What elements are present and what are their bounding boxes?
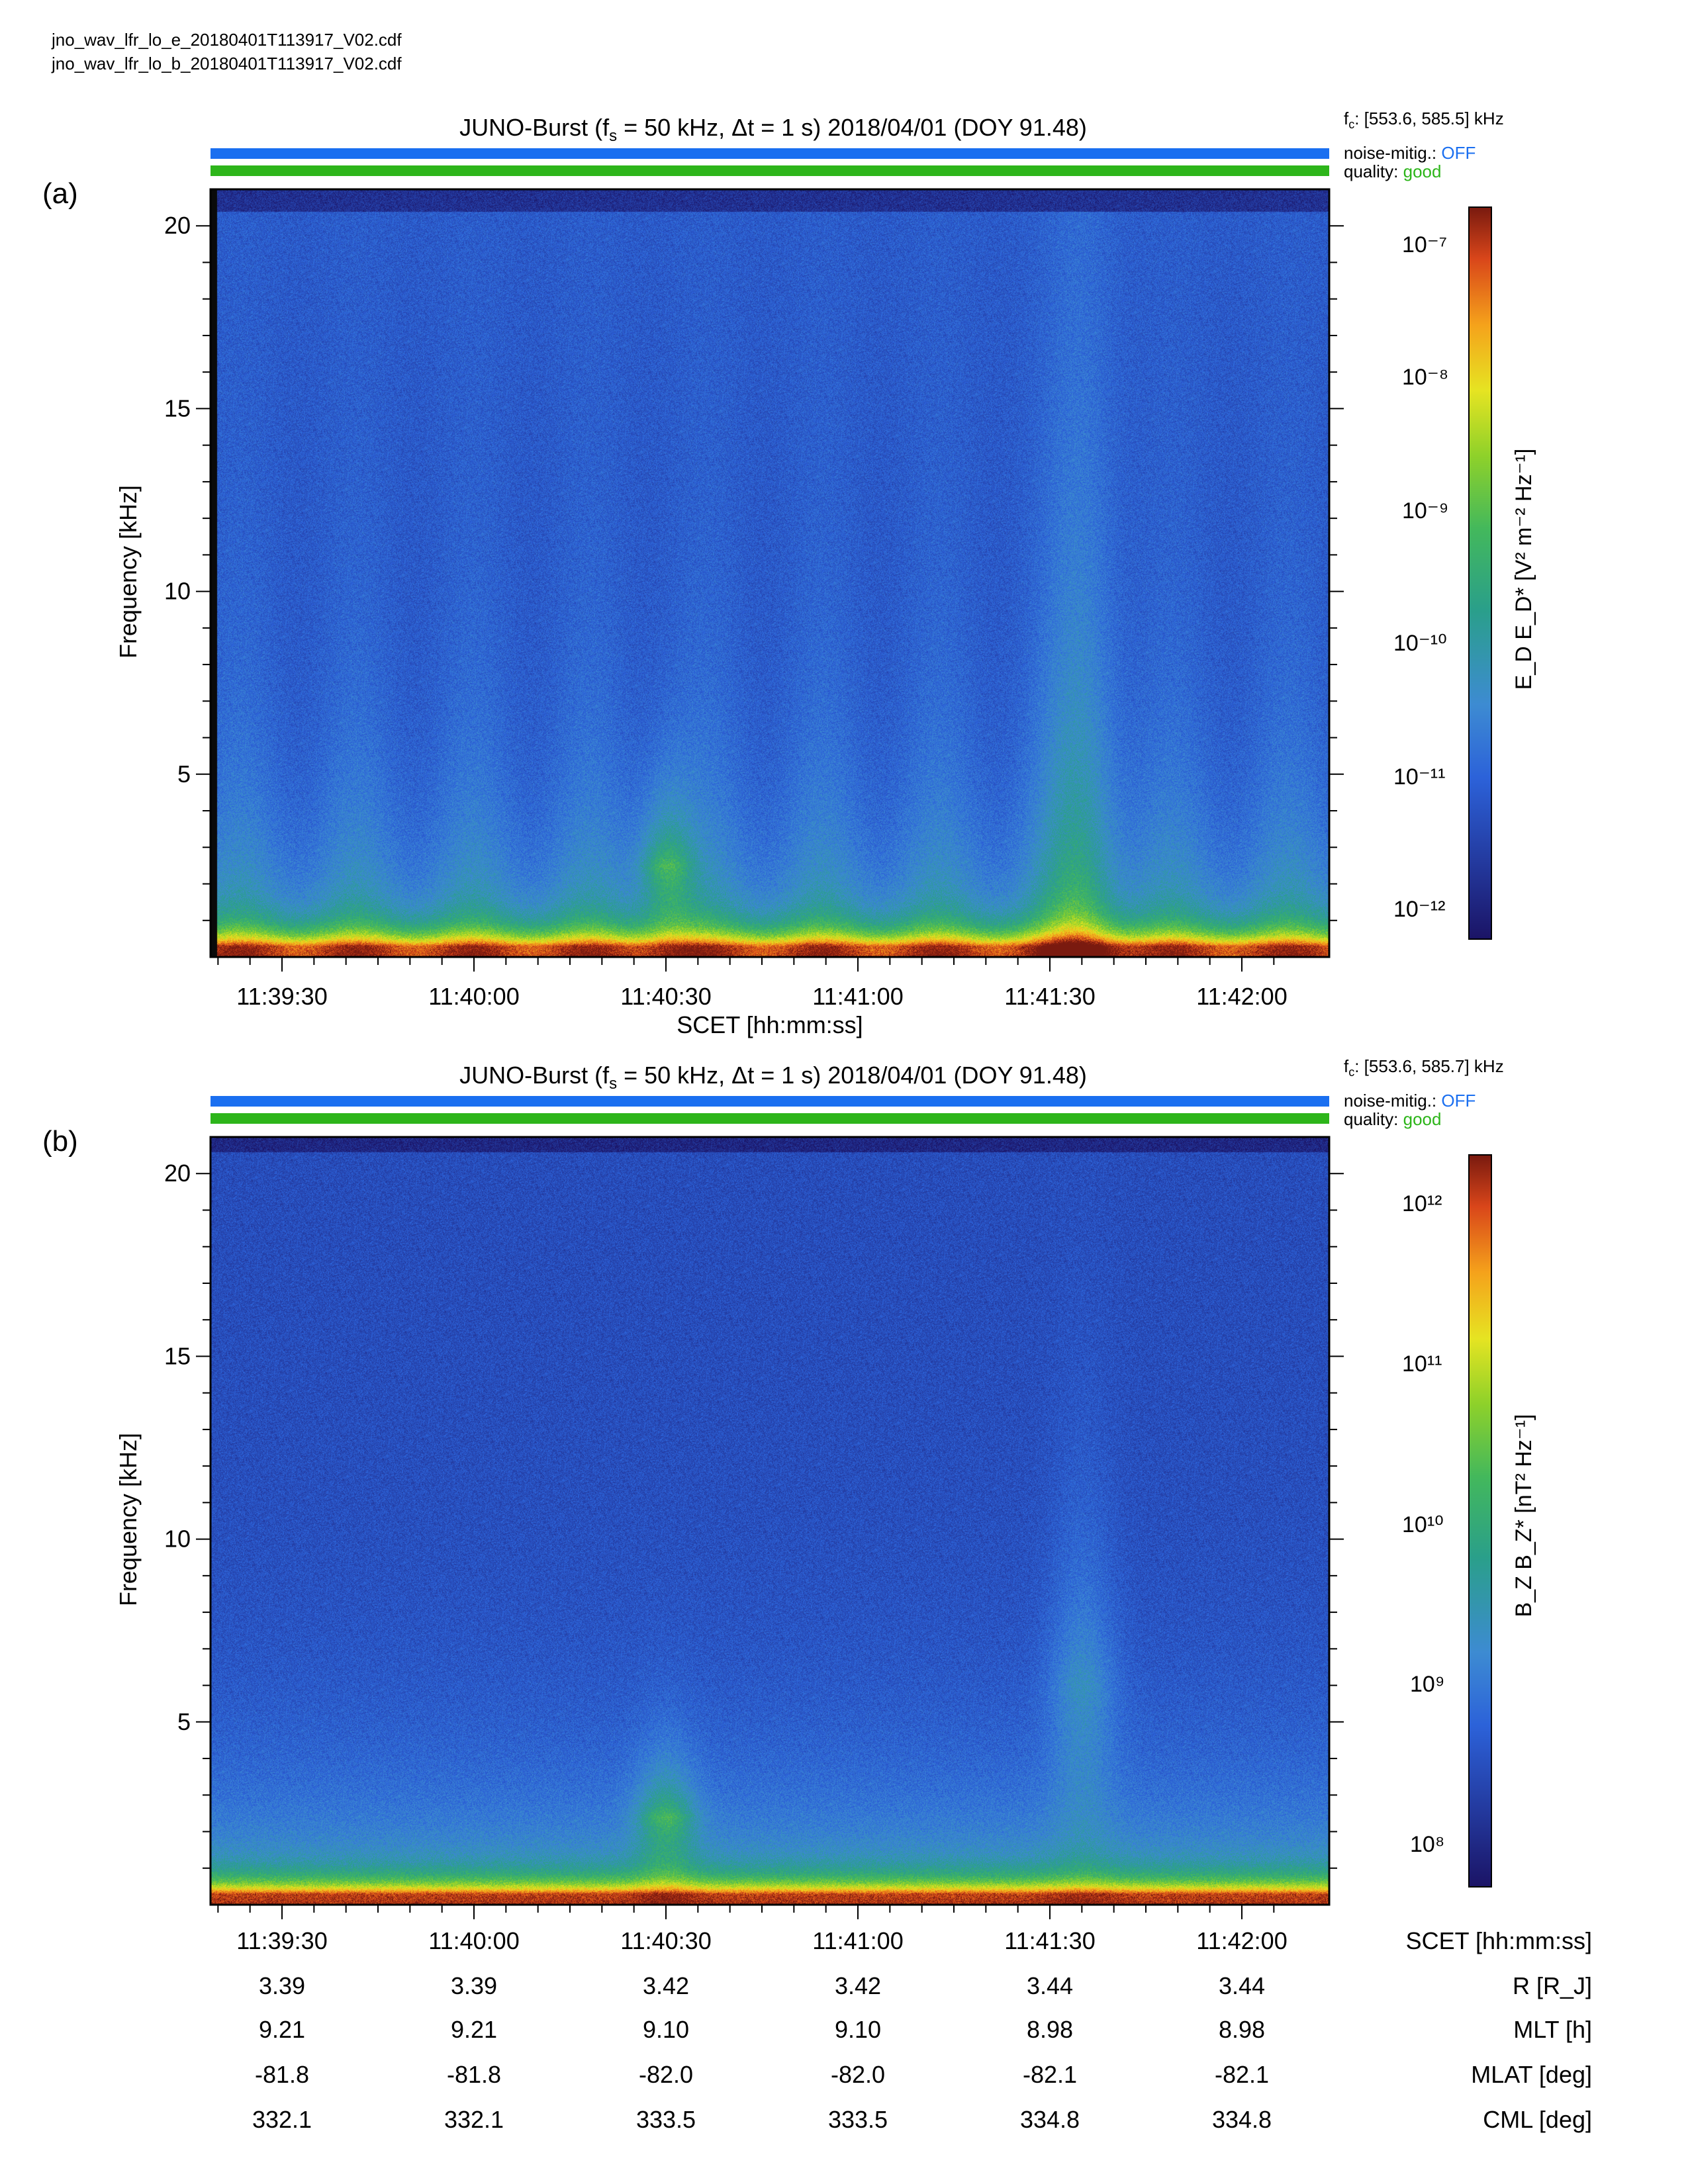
plot-frame: [209, 188, 1331, 958]
orbit-scet-value: 11:39:30: [236, 1927, 328, 1954]
orbit-scet-value: 11:41:00: [812, 1927, 904, 1954]
panel-b-noise-mitig: noise-mitig.: OFF: [1344, 1091, 1476, 1111]
panel-a-cb-tick: 10⁻¹⁰: [1393, 631, 1447, 656]
file-name-b: jno_wav_lfr_lo_b_20180401T113917_V02.cdf: [52, 54, 402, 73]
plot-frame: [209, 1136, 1331, 1906]
panel-a-noise-bar: [211, 148, 1329, 159]
panel-a-fc-label: fc: [553.6, 585.5] kHz: [1344, 109, 1504, 132]
y-tick-label: 10: [164, 1525, 191, 1553]
orbit-row-label: CML [deg]: [1483, 2106, 1592, 2133]
panel-b-noise-bar: [211, 1096, 1329, 1107]
orbit-value: 332.1: [252, 2106, 312, 2133]
panel-a-cb-tick: 10⁻⁸: [1402, 365, 1449, 390]
x-tick-label: 11:40:30: [620, 983, 711, 1010]
panel-a-xlabel: SCET [hh:mm:ss]: [677, 1011, 863, 1038]
panel-b-cb-tick: 10¹¹: [1402, 1351, 1442, 1377]
y-tick-label: 5: [177, 760, 191, 788]
x-tick-label: 11:41:30: [1004, 983, 1095, 1010]
panel-b-ylabel: Frequency [kHz]: [115, 1432, 142, 1607]
y-tick-label: 10: [164, 578, 191, 605]
file-name-e: jno_wav_lfr_lo_e_20180401T113917_V02.cdf: [52, 30, 402, 50]
panel-b-title: JUNO-Burst (fs = 50 kHz, Δt = 1 s) 2018/…: [459, 1062, 1087, 1093]
panel-a-spectrogram: [211, 189, 1329, 957]
panel-b-cb-label: B_Z B_Z* [nT² Hz⁻¹]: [1511, 1414, 1536, 1617]
panel-b-cb-tick: 10⁸: [1410, 1832, 1445, 1857]
orbit-row-label: MLAT [deg]: [1471, 2061, 1592, 2088]
panel-a-cb-tick: 10⁻⁷: [1402, 232, 1448, 257]
orbit-value: 3.42: [642, 1972, 690, 1999]
orbit-value: 9.10: [834, 2016, 882, 2043]
panel-b-cb-tick: 10⁹: [1410, 1672, 1445, 1697]
file-list: jno_wav_lfr_lo_e_20180401T113917_V02.cdf…: [52, 28, 402, 75]
panel-b-cb-tick: 10¹⁰: [1402, 1512, 1444, 1537]
orbit-value: -82.1: [1214, 2061, 1270, 2088]
panel-b-colorbar: [1468, 1154, 1492, 1888]
panel-a-axes: 5 10 15 20 11:39:30 11:40:00 11:40:30 11:41:00 1…: [164, 188, 1344, 1010]
panel-a-label: (a): [42, 177, 78, 210]
orbit-value: 334.8: [1019, 2106, 1080, 2133]
panel-b-cb-tick: 10¹²: [1402, 1191, 1442, 1216]
orbit-value: 9.21: [450, 2016, 498, 2043]
y-tick-label: 5: [177, 1708, 191, 1735]
orbit-value: 3.42: [834, 1972, 882, 1999]
orbit-value: 8.98: [1218, 2016, 1266, 2043]
orbit-row-label: MLT [h]: [1513, 2016, 1592, 2043]
panel-a-quality-bar: [211, 165, 1329, 176]
panel-a-cb-tick: 10⁻¹¹: [1393, 764, 1446, 790]
orbit-value: 332.1: [444, 2106, 504, 2133]
orbit-scet-value: 11:40:30: [620, 1927, 712, 1954]
y-tick-label: 20: [164, 1160, 191, 1187]
x-tick-label: 11:39:30: [236, 983, 327, 1010]
orbit-row-label: R [R_J]: [1512, 1972, 1592, 1999]
panel-a-cb-tick: 10⁻⁹: [1402, 498, 1449, 523]
panel-b-quality: quality: good: [1344, 1109, 1442, 1129]
panel-a-noise-mitig: noise-mitig.: OFF: [1344, 143, 1476, 163]
orbit-value: 333.5: [827, 2106, 888, 2133]
x-tick-label: 11:40:00: [428, 983, 519, 1010]
orbit-value: 3.44: [1218, 1972, 1266, 1999]
panel-a-quality: quality: good: [1344, 161, 1442, 181]
orbit-value: 3.39: [258, 1972, 306, 1999]
orbit-value: -82.0: [830, 2061, 886, 2088]
panel-b-axes: 5 10 15 20: [164, 1136, 1344, 1919]
orbit-value: 3.39: [450, 1972, 498, 1999]
orbit-value: 334.8: [1211, 2106, 1272, 2133]
x-tick-label: 11:42:00: [1196, 983, 1287, 1010]
panel-a-colorbar: [1468, 206, 1492, 940]
y-tick-label: 15: [164, 1342, 191, 1369]
x-tick-label: 11:41:00: [812, 983, 903, 1010]
orbit-scet-value: 11:41:30: [1004, 1927, 1096, 1954]
orbit-value: 9.21: [258, 2016, 306, 2043]
orbit-scet-value: 11:40:00: [428, 1927, 520, 1954]
orbit-scet-value: 11:42:00: [1196, 1927, 1288, 1954]
orbit-value: 8.98: [1026, 2016, 1074, 2043]
panel-a-title: JUNO-Burst (fs = 50 kHz, Δt = 1 s) 2018/…: [459, 114, 1087, 146]
panel-b-label: (b): [42, 1125, 78, 1158]
panel-b-fc-label: fc: [553.6, 585.7] kHz: [1344, 1056, 1504, 1079]
orbit-value: -81.8: [446, 2061, 502, 2088]
panel-b-quality-bar: [211, 1113, 1329, 1124]
panel-a-cb-tick: 10⁻¹²: [1393, 897, 1446, 922]
y-tick-label: 20: [164, 212, 191, 239]
orbit-row-label: SCET [hh:mm:ss]: [1405, 1927, 1592, 1954]
orbit-value: 3.44: [1026, 1972, 1074, 1999]
orbit-value: 9.10: [642, 2016, 690, 2043]
orbit-value: -82.0: [638, 2061, 694, 2088]
orbit-value: -81.8: [254, 2061, 310, 2088]
orbit-value: 333.5: [635, 2106, 696, 2133]
panel-b-spectrogram: [211, 1137, 1329, 1905]
y-tick-label: 15: [164, 394, 191, 422]
orbit-value: -82.1: [1022, 2061, 1078, 2088]
